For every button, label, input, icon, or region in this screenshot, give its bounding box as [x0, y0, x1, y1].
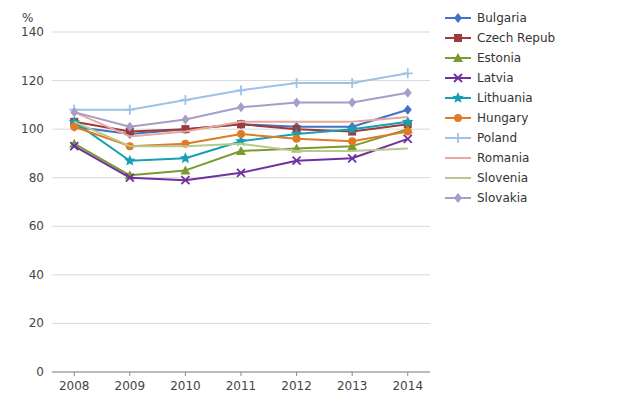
- point: [236, 146, 246, 155]
- x-tick-label: 2009: [115, 379, 146, 393]
- legend-item: Estonia: [445, 51, 521, 65]
- point: [70, 142, 78, 150]
- point: [293, 157, 301, 165]
- y-tick-label: 20: [29, 316, 44, 330]
- x-tick: [241, 372, 242, 376]
- point: [181, 114, 189, 124]
- point: [404, 88, 412, 98]
- point: [126, 122, 134, 132]
- y-tick-label: 60: [29, 219, 44, 233]
- x-tick: [74, 372, 75, 376]
- point: [404, 135, 412, 143]
- legend-marker: [452, 92, 463, 103]
- plot-area: [69, 68, 414, 184]
- axes: 0 20 40 60 80 100 120 140 2008 2009 2010 2011 2012 20…: [21, 11, 430, 393]
- legend-item: Bulgaria: [445, 11, 527, 25]
- series-line: [74, 93, 408, 127]
- point: [70, 107, 78, 117]
- grid-line: [52, 32, 430, 33]
- point: [124, 155, 135, 166]
- point: [181, 176, 189, 184]
- legend-label: Hungary: [477, 111, 528, 125]
- series: [70, 88, 412, 132]
- grid-line: [52, 226, 430, 227]
- y-tick-label: 40: [29, 268, 44, 282]
- point: [348, 154, 356, 162]
- point: [346, 123, 357, 134]
- legend-label: Poland: [477, 131, 517, 145]
- legend-marker: [454, 114, 462, 122]
- point: [403, 68, 413, 78]
- y-tick-label: 0: [36, 365, 44, 379]
- y-tick-label: 80: [29, 171, 44, 185]
- grid-line: [52, 274, 430, 275]
- series: [69, 68, 413, 114]
- series: [70, 123, 412, 150]
- legend-item: Poland: [445, 131, 517, 145]
- y-axis-label: %: [22, 11, 33, 25]
- point: [236, 85, 246, 95]
- legend-marker: [454, 193, 462, 203]
- x-tick-label: 2010: [170, 379, 201, 393]
- legend-item: Romania: [445, 151, 529, 165]
- point: [404, 105, 412, 115]
- grid-line: [52, 177, 430, 178]
- x-tick: [129, 372, 130, 376]
- legend-label: Lithuania: [477, 91, 533, 105]
- legend-marker: [454, 34, 462, 42]
- point: [237, 169, 245, 177]
- legend-item: Hungary: [445, 111, 528, 125]
- legend-swatch: [445, 177, 471, 179]
- point: [348, 137, 356, 145]
- legend-item: Slovenia: [445, 171, 528, 185]
- point: [125, 105, 135, 115]
- legend: Bulgaria Czech Repub Estonia Latvia Lithuani…: [445, 11, 555, 205]
- legend-label: Czech Repub: [477, 31, 555, 45]
- legend-label: Slovenia: [477, 171, 528, 185]
- legend-marker: [454, 74, 462, 82]
- series-line: [74, 122, 408, 161]
- legend-marker: [454, 13, 462, 23]
- chart: 0 20 40 60 80 100 120 140 2008 2009 2010 2011 2012 20…: [0, 0, 618, 413]
- point: [293, 97, 301, 107]
- point: [292, 78, 302, 88]
- point: [348, 97, 356, 107]
- point: [180, 152, 191, 163]
- x-tick: [352, 372, 353, 376]
- point: [404, 128, 412, 136]
- x-tick: [407, 372, 408, 376]
- legend-swatch: [445, 157, 471, 159]
- point: [293, 135, 301, 143]
- x-tick: [185, 372, 186, 376]
- legend-item: Czech Repub: [445, 31, 555, 45]
- legend-item: Lithuania: [445, 91, 533, 105]
- series-line: [74, 129, 408, 175]
- legend-item: Slovakia: [445, 191, 527, 205]
- point: [180, 165, 190, 174]
- legend-label: Slovakia: [477, 191, 527, 205]
- grid-line: [52, 323, 430, 324]
- point: [347, 78, 357, 88]
- x-tick-label: 2012: [281, 379, 312, 393]
- x-tick-label: 2011: [226, 379, 257, 393]
- x-tick: [296, 372, 297, 376]
- y-tick-label: 100: [21, 122, 44, 136]
- y-tick-label: 140: [21, 25, 44, 39]
- y-tick-label: 120: [21, 74, 44, 88]
- x-tick-label: 2014: [392, 379, 423, 393]
- legend-item: Latvia: [445, 71, 514, 85]
- legend-label: Latvia: [477, 71, 514, 85]
- point: [237, 102, 245, 112]
- x-tick-label: 2013: [337, 379, 368, 393]
- point: [126, 174, 134, 182]
- legend-label: Bulgaria: [477, 11, 527, 25]
- point: [237, 119, 245, 129]
- legend-label: Romania: [477, 151, 529, 165]
- point: [237, 130, 245, 138]
- legend-marker: [453, 53, 463, 62]
- legend-label: Estonia: [477, 51, 521, 65]
- legend-marker: [453, 133, 463, 143]
- point: [180, 95, 190, 105]
- x-tick-label: 2008: [59, 379, 90, 393]
